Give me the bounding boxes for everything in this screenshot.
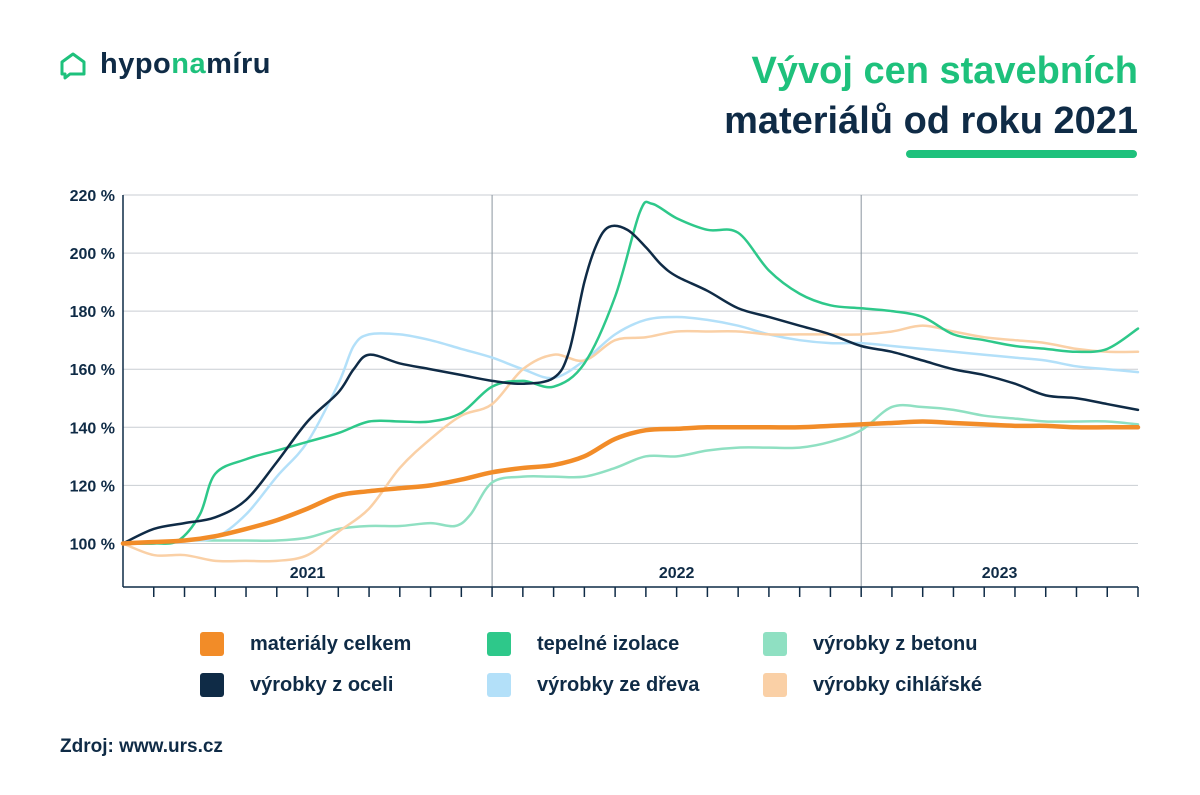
y-tick-label: 120 %: [70, 478, 115, 495]
legend-item: výrobky z betonu: [763, 632, 1040, 656]
legend-item: výrobky cihlářské: [763, 673, 1040, 697]
brand-wordmark: hyponamíru: [100, 48, 271, 80]
legend-item: materiály celkem: [200, 632, 487, 656]
legend-label: materiály celkem: [250, 632, 412, 655]
series-line-výrobky-z-betonu: [121, 403, 1140, 545]
legend-label: výrobky z betonu: [813, 632, 978, 655]
y-tick-label: 100 %: [70, 536, 115, 553]
y-tick-label: 200 %: [70, 246, 115, 263]
legend-label: výrobky z oceli: [250, 673, 394, 696]
legend-swatch: [487, 673, 511, 697]
legend-swatch: [763, 673, 787, 697]
title-underline: [906, 150, 1137, 158]
legend-label: tepelné izolace: [537, 632, 680, 655]
legend-swatch: [200, 673, 224, 697]
legend-item: tepelné izolace: [487, 632, 763, 656]
legend-label: výrobky ze dřeva: [537, 673, 700, 696]
brand-logo: hyponamíru: [58, 48, 271, 81]
series-line-tepelné-izolace: [121, 200, 1140, 545]
y-tick-label: 140 %: [70, 420, 115, 437]
x-group-label: 2023: [982, 565, 1018, 582]
series-line-výrobky-z-oceli: [121, 224, 1140, 545]
source-note: Zdroj: www.urs.cz: [60, 736, 223, 757]
chart-legend: materiály celkem tepelné izolace výrobky z…: [200, 632, 1040, 697]
x-group-label: 2022: [659, 565, 695, 582]
page-title: Vývoj cen stavebních materiálů od roku 2…: [724, 46, 1138, 146]
legend-label: výrobky cihlářské: [813, 673, 982, 696]
house-chat-icon: [60, 52, 86, 79]
x-group-label: 2021: [290, 565, 326, 582]
title-line-1: Vývoj cen stavebních: [751, 50, 1139, 92]
legend-item: výrobky z oceli: [200, 673, 487, 697]
legend-swatch: [200, 632, 224, 656]
series-line-výrobky-cihlářské: [121, 324, 1140, 563]
y-tick-label: 220 %: [70, 188, 115, 205]
y-tick-label: 160 %: [70, 362, 115, 379]
legend-swatch: [487, 632, 511, 656]
legend-item: výrobky ze dřeva: [487, 673, 763, 697]
title-line-2: materiálů od roku 2021: [724, 100, 1138, 142]
series-line-výrobky-ze-dřeva: [121, 315, 1140, 545]
series-line-materiály-celkem: [120, 419, 1141, 546]
y-tick-label: 180 %: [70, 304, 115, 321]
legend-swatch: [763, 632, 787, 656]
